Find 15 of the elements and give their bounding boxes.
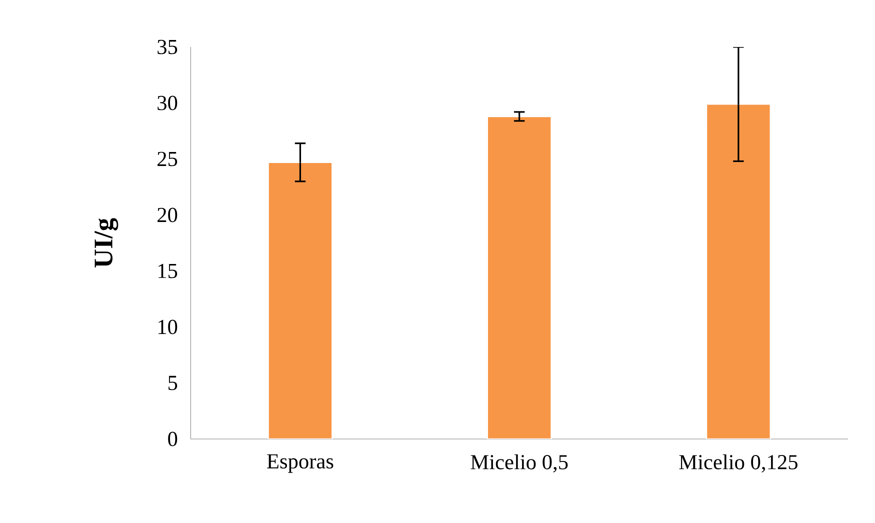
y-axis-title: UI/g [94, 218, 118, 268]
y-tick-label: 35 [158, 40, 178, 54]
bar [486, 116, 552, 439]
y-tick-label: 15 [158, 264, 178, 278]
y-tick-label: 0 [168, 432, 178, 446]
y-tick-label: 5 [168, 376, 178, 390]
x-tick-label: Esporas [267, 454, 334, 473]
y-tick-label: 30 [158, 96, 178, 110]
bar [268, 162, 333, 439]
y-tick-label: 25 [158, 152, 178, 166]
bar [706, 103, 772, 439]
y-tick-label: 10 [158, 320, 178, 334]
x-tick-label: Micelio 0,5 [470, 454, 568, 472]
x-tick-label: Micelio 0,125 [679, 454, 798, 472]
y-tick-label: 20 [158, 208, 178, 222]
